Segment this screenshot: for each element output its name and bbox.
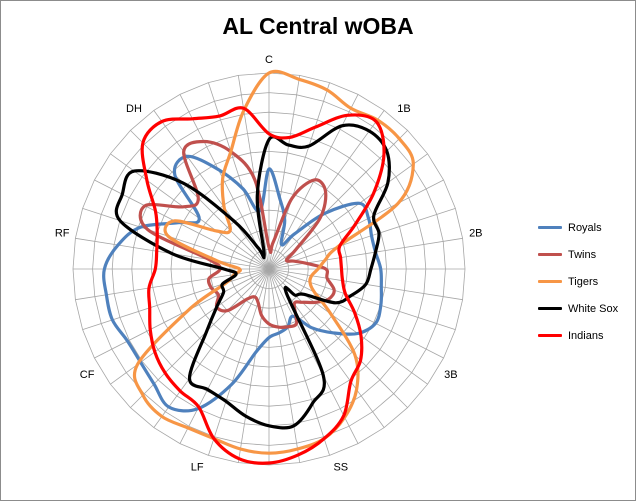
axis-label-dh: DH: [126, 103, 142, 115]
legend-swatch: [538, 253, 562, 256]
series-lines: [102, 69, 415, 465]
grid-spoke: [153, 268, 270, 428]
legend-item: Twins: [538, 241, 633, 268]
legend-swatch: [538, 280, 562, 283]
grid-spoke: [153, 110, 270, 270]
grid-spoke: [82, 208, 270, 270]
axis-labels: C 1B 2B 3B SS LF CF RF DH: [55, 54, 483, 473]
series-line-indians: [140, 106, 386, 465]
legend-swatch: [538, 334, 562, 337]
grid-spoke: [208, 82, 270, 270]
grid-spoke: [268, 268, 428, 385]
legend-label: Indians: [568, 329, 604, 342]
grid-spoke: [268, 268, 301, 463]
grid-spoke: [268, 268, 330, 456]
axis-label-rf: RF: [55, 228, 70, 240]
grid-spoke: [268, 208, 456, 270]
legend-item: Royals: [538, 214, 633, 241]
axis-label-cf: CF: [80, 369, 95, 381]
legend: Royals Twins Tigers White Sox Indians: [538, 214, 633, 349]
grid-spoke: [179, 94, 270, 270]
grid-spoke: [94, 268, 270, 359]
axis-label-1b: 1B: [397, 103, 410, 115]
grid-spoke: [110, 153, 270, 270]
radar-grid: [72, 72, 466, 466]
legend-label: White Sox: [568, 302, 619, 315]
axis-label-3b: 3B: [444, 369, 457, 381]
series-line-tigers: [132, 69, 415, 455]
axis-label-ss: SS: [333, 461, 348, 473]
axis-label-2b: 2B: [469, 228, 482, 240]
series-line-white-sox: [114, 123, 391, 430]
legend-swatch: [538, 307, 562, 310]
legend-label: Twins: [568, 248, 597, 261]
chart-title: AL Central wOBA: [222, 13, 414, 39]
legend-item: Indians: [538, 322, 633, 349]
grid-spoke: [268, 268, 456, 330]
grid-spoke: [179, 268, 270, 444]
grid-spoke: [237, 268, 270, 463]
series-line-twins: [138, 139, 336, 329]
axis-label-c: C: [265, 54, 273, 66]
axis-label-lf: LF: [191, 461, 204, 473]
grid-spoke: [268, 82, 330, 270]
legend-label: Tigers: [568, 275, 599, 288]
legend-swatch: [538, 226, 562, 229]
legend-label: Royals: [568, 221, 602, 234]
legend-item: Tigers: [538, 268, 633, 295]
series-line-royals: [102, 154, 384, 413]
grid-spoke: [94, 179, 270, 270]
legend-item: White Sox: [538, 295, 633, 322]
